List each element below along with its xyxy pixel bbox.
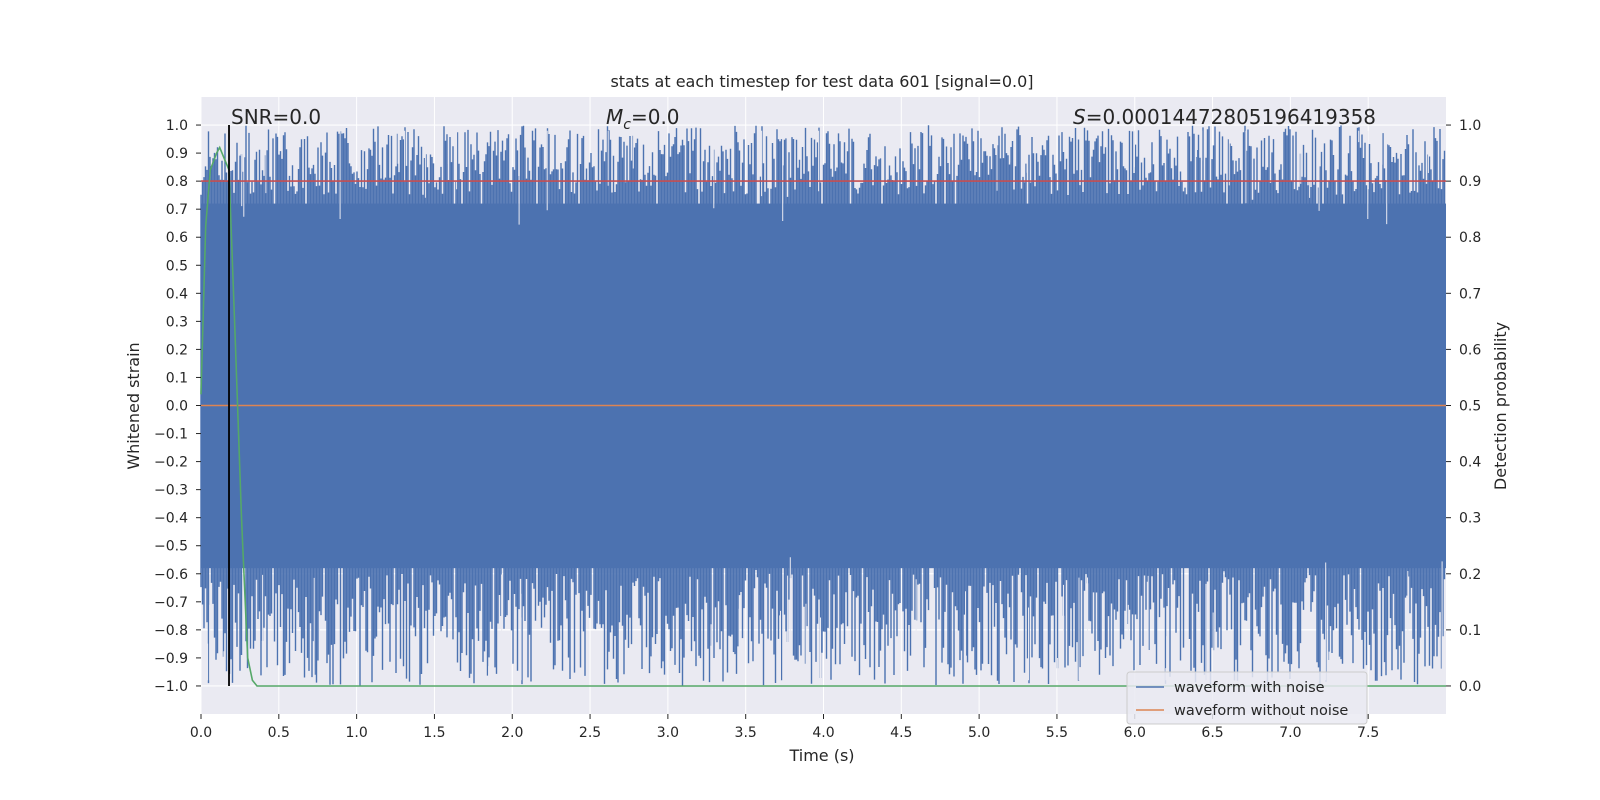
y-left-tick-label: −0.7	[154, 595, 188, 611]
y-right-tick-label: 0.5	[1459, 399, 1481, 415]
x-tick-label: 2.5	[579, 725, 601, 741]
chart-title: stats at each timestep for test data 601…	[610, 72, 1033, 91]
legend-label-waveform-without-noise: waveform without noise	[1174, 703, 1348, 719]
y-left-tick-label: −0.9	[154, 651, 188, 667]
x-tick-label: 0.0	[190, 725, 212, 741]
y-left-axis-ticks: 1.0 0.9 0.8 0.7 0.6 0.5 0.4 0.3 0.2 0.1 0.0 −0.1 −0.…	[154, 118, 201, 695]
x-axis-title: Time (s)	[788, 746, 854, 765]
series-waveform-with-noise	[200, 125, 1446, 686]
y-left-tick-label: 0.0	[166, 399, 188, 415]
y-left-tick-label: 0.9	[166, 146, 188, 162]
x-tick-label: 1.0	[345, 725, 367, 741]
y-right-tick-label: 0.3	[1459, 511, 1481, 527]
legend: waveform with noise waveform without noi…	[1126, 671, 1368, 725]
y-left-tick-label: −0.4	[154, 511, 188, 527]
y-right-tick-label: 0.1	[1459, 623, 1481, 639]
x-tick-label: 2.0	[501, 725, 523, 741]
y-right-tick-label: 0.9	[1459, 174, 1481, 190]
x-tick-label: 6.0	[1124, 725, 1146, 741]
y-left-tick-label: −1.0	[154, 679, 188, 695]
x-tick-label: 5.5	[1046, 725, 1068, 741]
y-left-tick-label: 0.2	[166, 342, 188, 358]
x-tick-label: 5.0	[968, 725, 990, 741]
x-tick-label: 1.5	[423, 725, 445, 741]
y-right-tick-label: 0.2	[1459, 567, 1481, 583]
x-tick-label: 0.5	[268, 725, 290, 741]
y-left-tick-label: −0.8	[154, 623, 188, 639]
x-tick-label: 4.5	[890, 725, 912, 741]
x-tick-label: 3.0	[657, 725, 679, 741]
y-left-tick-label: −0.5	[154, 539, 188, 555]
series-lines	[200, 125, 1446, 687]
x-tick-label: 7.5	[1357, 725, 1379, 741]
chirp-mass-annotation: Mc=0.0	[606, 105, 680, 133]
y-right-tick-label: 0.8	[1459, 230, 1481, 246]
x-tick-label: 3.5	[735, 725, 757, 741]
legend-label-waveform-with-noise: waveform with noise	[1174, 680, 1325, 696]
y-right-axis-title: Detection probability	[1491, 322, 1510, 490]
y-right-tick-label: 0.6	[1459, 342, 1481, 358]
y-right-tick-label: 0.4	[1459, 455, 1481, 471]
x-tick-label: 6.5	[1201, 725, 1223, 741]
y-left-tick-label: 1.0	[166, 118, 188, 134]
snr-annotation: SNR=0.0	[231, 105, 321, 129]
series-detection-probability	[200, 145, 1446, 687]
y-right-tick-label: 0.7	[1459, 286, 1481, 302]
x-tick-label: 4.0	[812, 725, 834, 741]
y-right-tick-label: 0.0	[1459, 679, 1481, 695]
y-left-axis-title: Whitened strain	[124, 342, 143, 469]
y-right-axis-ticks: 1.0 0.9 0.8 0.7 0.6 0.5 0.4 0.3 0.2 0.1 0.0	[1446, 118, 1481, 695]
s-annotation: S=0.00014472805196419358	[1073, 105, 1376, 129]
y-left-tick-label: −0.3	[154, 483, 188, 499]
y-left-tick-label: 0.1	[166, 370, 188, 386]
y-left-tick-label: −0.2	[154, 455, 188, 471]
y-left-tick-label: −0.6	[154, 567, 188, 583]
y-left-tick-label: 0.5	[166, 258, 188, 274]
y-right-tick-label: 1.0	[1459, 118, 1481, 134]
y-left-tick-label: 0.6	[166, 230, 188, 246]
y-left-tick-label: 0.8	[166, 174, 188, 190]
legend-box	[1126, 671, 1368, 725]
y-left-tick-label: −0.1	[154, 427, 188, 443]
x-tick-label: 7.0	[1279, 725, 1301, 741]
y-left-tick-label: 0.4	[166, 286, 188, 302]
y-left-tick-label: 0.3	[166, 314, 188, 330]
x-axis-ticks: 0.0 0.5 1.0 1.5 2.0 2.5 3.0 3.5 4.0 4.5 5.0 5.5 6.0 6…	[190, 714, 1379, 741]
y-left-tick-label: 0.7	[166, 202, 188, 218]
